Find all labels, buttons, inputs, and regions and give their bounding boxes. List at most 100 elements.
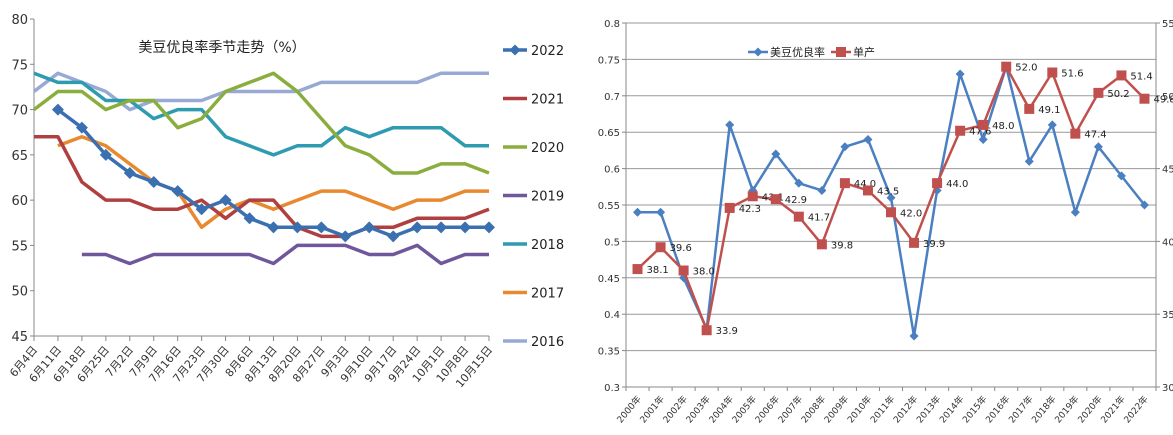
data-point-rate xyxy=(909,331,919,341)
data-label-yield: 48.0 xyxy=(992,121,1014,132)
data-label-yield: 44.0 xyxy=(946,179,968,190)
data-point-2022 xyxy=(171,185,184,198)
data-point-2022 xyxy=(411,221,424,234)
data-point-yield xyxy=(770,194,781,205)
data-label-yield: 49.1 xyxy=(1038,105,1060,116)
data-point-rate xyxy=(794,178,804,188)
legend: 美豆优良率 单产 xyxy=(748,45,875,59)
y2-tick-label: 55 xyxy=(1162,19,1173,30)
legend-marker-icon xyxy=(509,44,521,56)
data-point-rate xyxy=(932,185,942,195)
y-tick-label: 0.55 xyxy=(598,201,620,212)
y-tick-label: 0.45 xyxy=(598,274,620,285)
data-point-rate xyxy=(840,142,850,152)
y-tick-label: 50 xyxy=(11,285,28,300)
y-tick-label: 60 xyxy=(11,194,28,209)
series-line-2019 xyxy=(81,243,489,266)
data-label-yield: 47.4 xyxy=(1084,130,1106,141)
data-point-rate xyxy=(656,207,666,217)
legend-label-2017: 2017 xyxy=(531,287,564,302)
legend-label-2022: 2022 xyxy=(531,44,564,59)
axes: 0.3 0.35 0.4 0.45 0.5 0.55 0.6 0.65 0.7 0.75 0.8 30… xyxy=(598,19,1173,425)
data-point-rate xyxy=(771,149,781,159)
data-label-yield: 38.0 xyxy=(693,267,715,278)
data-point-2022 xyxy=(147,176,160,189)
condition-vs-yield-chart: 0.3 0.35 0.4 0.45 0.5 0.55 0.6 0.65 0.7 0.75 0.8 30… xyxy=(598,19,1173,425)
data-point-yield xyxy=(655,242,666,253)
data-point-rate xyxy=(1070,207,1080,217)
y-tick-label: 0.3 xyxy=(604,383,620,394)
data-point-yield xyxy=(724,202,735,213)
series-lines xyxy=(32,71,495,266)
data-point-2022 xyxy=(339,230,352,243)
series-lines: 38.139.638.033.942.343.142.941.739.844.0… xyxy=(632,61,1173,341)
y-tick-label: 0.8 xyxy=(604,19,620,30)
data-point-yield xyxy=(886,207,896,218)
data-label-yield: 51.6 xyxy=(1061,69,1083,80)
data-point-2022 xyxy=(435,221,448,234)
data-point-2022 xyxy=(267,221,280,234)
data-label-yield: 47.6 xyxy=(969,127,991,138)
y-tick-label: 0.5 xyxy=(604,237,620,248)
data-point-yield xyxy=(678,265,689,276)
y-tick-label: 0.7 xyxy=(604,92,620,103)
legend-square-icon xyxy=(836,47,846,57)
data-point-rate xyxy=(679,273,689,283)
data-label-yield: 42.9 xyxy=(785,195,807,206)
data-point-rate xyxy=(633,207,643,217)
legend-label-2020: 2020 xyxy=(531,141,564,156)
legend-label-2021: 2021 xyxy=(531,93,564,108)
data-point-yield xyxy=(862,185,873,196)
series-line-2021 xyxy=(34,134,490,239)
legend-label-2019: 2019 xyxy=(531,190,564,205)
data-point-2022 xyxy=(219,194,232,207)
y-tick-label: 45 xyxy=(11,330,28,345)
data-point-rate xyxy=(1116,171,1126,181)
data-point-2022 xyxy=(99,148,112,161)
data-point-yield xyxy=(1001,61,1012,72)
data-label-yield: 41.7 xyxy=(808,213,830,224)
data-point-yield xyxy=(1116,70,1127,81)
data-point-yield xyxy=(839,178,850,189)
legend: 2022 2021 2020 2019 2018 2017 2016 xyxy=(503,44,564,350)
data-point-rate xyxy=(1024,156,1034,166)
data-point-2022 xyxy=(195,203,208,216)
data-label-yield: 39.6 xyxy=(670,243,692,254)
series-line-2017 xyxy=(57,134,489,230)
data-label-yield: 43.5 xyxy=(877,186,899,197)
data-label-yield: 39.8 xyxy=(831,240,853,251)
data-label-yield: 39.9 xyxy=(923,239,945,250)
data-point-yield xyxy=(816,239,827,250)
data-point-rate xyxy=(955,69,965,79)
data-point-yield xyxy=(1047,67,1058,78)
data-point-yield xyxy=(978,119,989,130)
y2-tick-label: 40 xyxy=(1162,237,1173,248)
legend-label-2018: 2018 xyxy=(531,238,564,253)
y-tick-label: 75 xyxy=(11,58,28,73)
chart-title: 美豆优良率季节走势（%） xyxy=(138,39,305,56)
data-point-rate xyxy=(725,120,735,130)
data-point-yield xyxy=(1070,128,1081,139)
y-tick-label: 80 xyxy=(11,13,28,28)
data-label-yield: 51.4 xyxy=(1130,71,1152,82)
y-tick-label: 0.6 xyxy=(604,165,620,176)
legend-label-rate: 美豆优良率 xyxy=(770,45,825,59)
data-label-yield: 33.9 xyxy=(716,326,738,337)
y-tick-label: 0.65 xyxy=(598,128,620,139)
x-tick-label: 2022年 xyxy=(1121,393,1151,425)
data-point-rate xyxy=(1093,142,1103,152)
y-tick-label: 70 xyxy=(11,104,28,119)
data-point-rate xyxy=(1047,120,1057,130)
data-point-2022 xyxy=(123,166,136,179)
data-point-2022 xyxy=(291,221,304,234)
data-point-2022 xyxy=(459,221,472,234)
data-point-yield xyxy=(1139,93,1150,104)
data-label-yield: 52.0 xyxy=(1015,63,1037,74)
data-point-2022 xyxy=(387,230,400,243)
legend-label-yield: 单产 xyxy=(853,45,875,59)
data-point-rate xyxy=(863,134,873,144)
data-point-yield xyxy=(747,191,758,202)
data-point-yield xyxy=(1024,103,1035,114)
data-label-yield: 44.0 xyxy=(854,179,876,190)
y2-tick-label: 35 xyxy=(1162,310,1173,321)
